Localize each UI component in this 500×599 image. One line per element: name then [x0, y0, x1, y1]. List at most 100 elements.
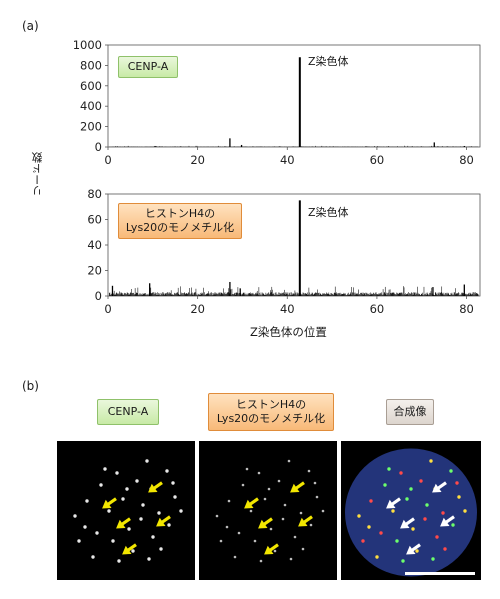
x-axis-label: Z染色体の位置: [250, 325, 327, 339]
fluorescence-spot: [103, 467, 107, 471]
micrograph-merge: [341, 441, 481, 580]
fluorescence-spot: [309, 523, 313, 527]
pointer-arrow-head: [400, 519, 410, 529]
panel-a-label: (a): [22, 19, 39, 33]
y-tick-label-h4k20: 60: [87, 213, 102, 227]
y-tick-label-h4k20: 40: [87, 238, 102, 252]
fluorescence-spot: [139, 517, 143, 521]
y-tick-label-cenpa: 200: [80, 120, 102, 134]
y-tick-label-h4k20: 0: [95, 289, 102, 303]
pointer-arrow-icon: [298, 515, 313, 527]
x-tick-label-h4k20: 80: [459, 302, 474, 316]
fluorescence-spot: [315, 495, 319, 499]
fluorescence-spot: [419, 479, 423, 483]
fluorescence-spot: [443, 547, 447, 551]
chart-h4k20: 0 20 40 60 80 0 20 40 60 80: [87, 187, 481, 316]
fluorescence-spot: [121, 497, 125, 501]
fluorescence-spot: [409, 487, 413, 491]
fluorescence-spot: [141, 503, 145, 507]
pointer-arrow-head: [116, 519, 126, 529]
x-tick-label-cenpa: 80: [459, 153, 474, 167]
fluorescence-spot: [115, 471, 119, 475]
pointer-arrow-icon: [102, 497, 117, 509]
fluorescence-spot: [159, 547, 163, 551]
fluorescence-spot: [173, 495, 177, 499]
fluorescence-spot: [85, 499, 89, 503]
annotation-bottom: Z染色体: [308, 206, 349, 219]
fluorescence-spot: [283, 503, 287, 507]
fluorescence-spot: [165, 469, 169, 473]
pointer-arrow-head: [156, 517, 166, 527]
y-tick-label-h4k20: 80: [87, 187, 102, 201]
fluorescence-spot: [83, 525, 87, 529]
fluorescence-spot: [111, 539, 115, 543]
fluorescence-spot: [435, 535, 439, 539]
pointer-arrow-icon: [122, 543, 137, 555]
fluorescence-spot: [367, 525, 371, 529]
fluorescence-spot: [147, 557, 151, 561]
fluorescence-spot: [157, 511, 161, 515]
fluorescence-spot: [179, 509, 183, 513]
fluorescence-spot: [215, 514, 219, 518]
fluorescence-spot: [131, 549, 135, 553]
fluorescence-spot: [399, 471, 403, 475]
fluorescence-spot: [307, 469, 311, 473]
fluorescence-spot: [127, 527, 131, 531]
fluorescence-spot: [167, 523, 171, 527]
fluorescence-spot: [463, 509, 467, 513]
fluorescence-spot: [299, 511, 303, 515]
fluorescence-spot: [171, 481, 175, 485]
x-tick-label-h4k20: 20: [190, 302, 205, 316]
fluorescence-spot: [225, 525, 229, 529]
fluorescence-spot: [227, 499, 231, 503]
fluorescence-spot: [451, 523, 455, 527]
fluorescence-spot: [107, 509, 111, 513]
nucleus-region: [345, 448, 477, 577]
pointer-arrow-head: [102, 499, 112, 509]
fluorescence-spot: [401, 559, 405, 563]
fluorescence-spot: [289, 557, 293, 561]
fluorescence-spot: [457, 495, 461, 499]
x-tick-label-h4k20: 40: [280, 302, 295, 316]
fluorescence-spot: [405, 497, 409, 501]
y-tick-label-cenpa: 1000: [73, 38, 102, 52]
fluorescence-spot: [257, 471, 261, 475]
badge-h4k20: ヒストンH4の Lys20のモノメチル化: [208, 393, 334, 431]
fluorescence-spot: [267, 487, 271, 491]
fluorescence-spot: [361, 539, 365, 543]
fluorescence-spot: [117, 559, 121, 563]
micrograph-h4k20-image: [215, 459, 325, 563]
fluorescence-spot: [135, 479, 139, 483]
pointer-arrow-icon: [244, 497, 259, 509]
pointer-arrow-head: [386, 499, 396, 509]
x-tick-label-cenpa: 60: [370, 153, 385, 167]
pointer-arrow-head: [244, 499, 254, 509]
pointer-arrow-icon: [386, 497, 401, 509]
fluorescence-spot: [395, 539, 399, 543]
x-tick-label-h4k20: 60: [370, 302, 385, 316]
annotation-top: Z染色体: [308, 55, 349, 68]
fluorescence-spot: [241, 483, 245, 487]
fluorescence-spot: [357, 514, 361, 518]
fluorescence-spot: [237, 531, 241, 535]
y-tick-label-cenpa: 0: [95, 140, 102, 154]
fluorescence-spot: [441, 511, 445, 515]
fluorescence-spot: [379, 531, 383, 535]
pointer-arrow-head: [264, 545, 274, 555]
fluorescence-spot: [431, 557, 435, 561]
fluorescence-spot: [273, 549, 277, 553]
fluorescence-spot: [423, 517, 427, 521]
fluorescence-spot: [287, 459, 291, 463]
badge-merge: 合成像: [386, 399, 434, 425]
fluorescence-spot: [151, 535, 155, 539]
fluorescence-spot: [301, 547, 305, 551]
fluorescence-spot: [281, 517, 285, 521]
pointer-arrow-icon: [432, 481, 447, 493]
fluorescence-spot: [369, 499, 373, 503]
fluorescence-spot: [313, 481, 317, 485]
pointer-arrow-icon: [400, 517, 415, 529]
fluorescence-spot: [269, 527, 273, 531]
scale-bar: [405, 572, 475, 575]
fluorescence-spot: [263, 497, 267, 501]
